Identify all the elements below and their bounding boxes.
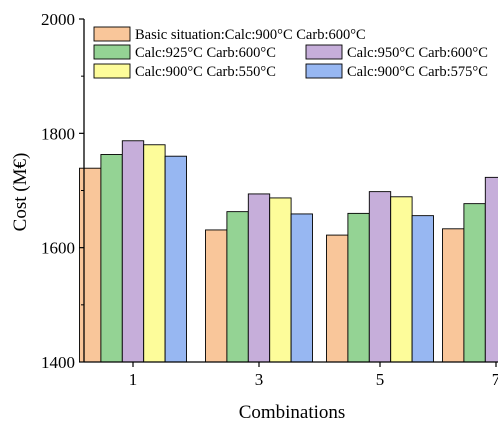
legend-label-1: Basic situation:Calc:900°C Carb:600°C (135, 27, 366, 43)
bar-1-series-3 (121, 140, 145, 363)
y-axis-label: Cost (M€) (10, 153, 31, 232)
bar-3-series-3 (247, 193, 271, 363)
y-tick-label: 2000 (41, 10, 75, 29)
bar-3-series-4 (269, 197, 292, 363)
legend-swatch-2 (93, 44, 131, 60)
bar-1-series-2 (100, 154, 123, 363)
bar-7-series-3 (484, 176, 498, 363)
legend-swatch-1 (93, 26, 131, 42)
legend-swatch-5 (305, 63, 343, 79)
legend-swatch-3 (305, 44, 343, 60)
legend-label-5: Calc:900°C Carb:575°C (347, 64, 488, 80)
legend-label-2: Calc:925°C Carb:600°C (135, 45, 276, 61)
bar-5-series-2 (347, 212, 370, 363)
legend: Basic situation:Calc:900°C Carb:600°C Cal… (93, 26, 488, 80)
y-tick-label: 1800 (41, 124, 75, 143)
bar-1-series-1 (79, 167, 102, 363)
bars-layer (79, 140, 498, 363)
bar-5-series-4 (390, 196, 413, 363)
y-tick-label: 1400 (41, 353, 75, 372)
x-tick-label: 5 (376, 370, 385, 389)
bar-3-series-2 (226, 211, 249, 363)
x-tick-label: 3 (255, 370, 264, 389)
x-axis-label: Combinations (239, 402, 346, 423)
x-ticks: 1 3 5 7 (129, 362, 498, 389)
bar-1-series-5 (164, 155, 187, 363)
bar-3-series-5 (290, 213, 313, 363)
bar-1-series-4 (143, 144, 166, 363)
legend-label-4: Calc:900°C Carb:550°C (135, 64, 276, 80)
bar-5-series-1 (326, 234, 349, 363)
bar-3-series-1 (205, 229, 228, 363)
legend-label-3: Calc:950°C Carb:600°C (347, 45, 488, 61)
x-tick-label: 1 (129, 370, 138, 389)
x-tick-label: 7 (492, 370, 498, 389)
y-tick-label: 1600 (41, 239, 75, 258)
bar-5-series-3 (368, 191, 392, 363)
bar-7-series-2 (463, 203, 486, 363)
bar-5-series-5 (411, 215, 434, 363)
y-ticks: 1400 1600 1800 2000 (41, 10, 84, 372)
legend-swatch-4 (93, 63, 131, 79)
bar-7-series-1 (442, 228, 465, 363)
